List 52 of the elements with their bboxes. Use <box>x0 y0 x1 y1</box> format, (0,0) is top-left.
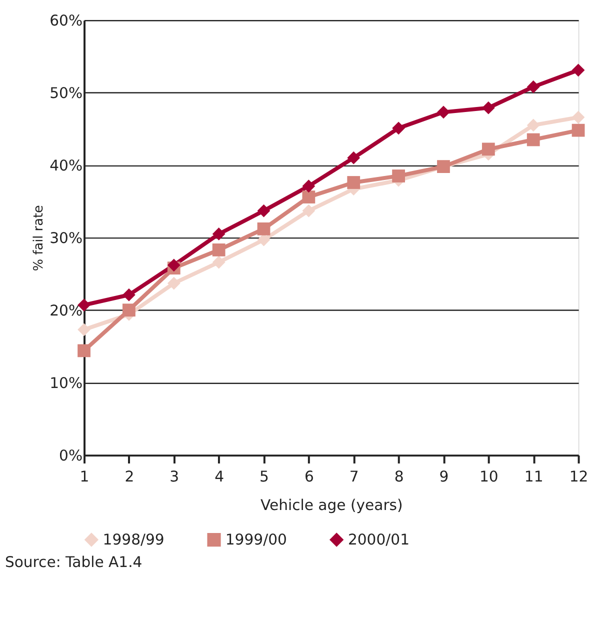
point <box>167 276 180 290</box>
point <box>572 110 585 124</box>
point <box>526 133 540 146</box>
point <box>347 151 360 164</box>
point <box>78 344 90 358</box>
point <box>482 101 495 114</box>
point <box>122 304 136 317</box>
point <box>482 142 495 156</box>
point <box>122 288 136 302</box>
point <box>302 204 316 218</box>
y-tick-label: 30% <box>50 230 83 248</box>
y-tick-label: 10% <box>50 375 83 392</box>
point <box>392 170 405 182</box>
y-tick-label: 0% <box>59 448 83 465</box>
x-tick-label: 10 <box>479 468 498 486</box>
point <box>526 118 540 132</box>
point <box>212 228 226 240</box>
x-tick-label: 11 <box>524 468 544 486</box>
x-axis-title: Vehicle age (years) <box>260 496 403 514</box>
x-tick-label: 2 <box>124 468 134 486</box>
point <box>212 256 226 269</box>
y-tick-label: 60% <box>50 12 83 30</box>
y-tick-label: 40% <box>50 158 83 175</box>
source-note: Source: Table A1.4 <box>4 554 142 571</box>
point <box>526 80 540 94</box>
x-tick-label: 9 <box>439 468 449 486</box>
point <box>212 243 226 256</box>
x-tick-label: 6 <box>304 468 314 486</box>
x-tick-label: 1 <box>80 468 90 486</box>
x-tick-label: 12 <box>569 468 588 486</box>
x-tick-label: 4 <box>214 468 224 486</box>
x-tick-label: 8 <box>394 468 404 486</box>
point <box>78 323 90 336</box>
y-axis-title: % fail rate <box>32 205 47 272</box>
point <box>167 258 180 272</box>
point <box>257 222 270 236</box>
point <box>572 124 585 137</box>
x-tick-label: 5 <box>260 468 269 486</box>
x-tick-label: 3 <box>170 468 180 486</box>
y-tick-label: 20% <box>50 302 83 320</box>
point <box>302 190 316 204</box>
point <box>302 180 316 193</box>
legend-label: 1998/99 <box>102 532 164 549</box>
x-tick-label: 7 <box>349 468 359 486</box>
legend-label: 1999/00 <box>225 532 287 549</box>
point <box>572 64 585 77</box>
point <box>347 176 360 189</box>
point <box>257 204 270 218</box>
legend-label: 2000/01 <box>348 532 410 549</box>
y-tick-label: 50% <box>50 85 83 102</box>
point <box>437 106 450 119</box>
point <box>392 122 405 135</box>
